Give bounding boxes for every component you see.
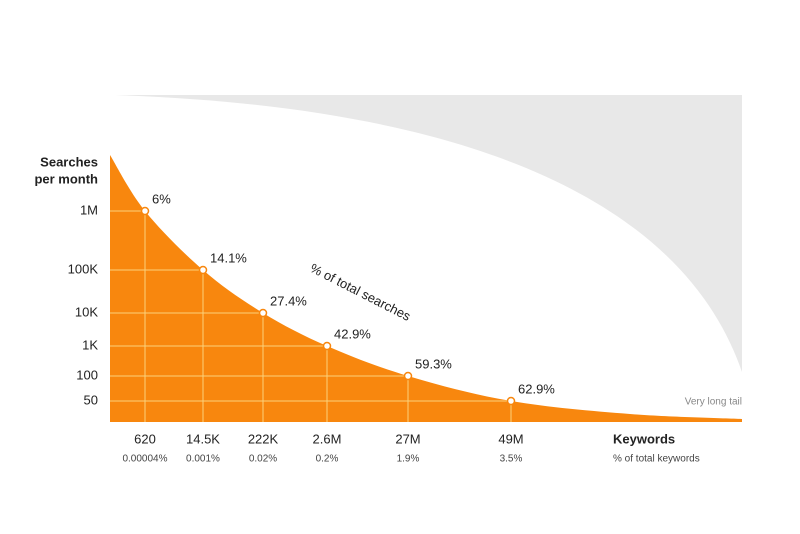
keywords-label: 49M	[498, 431, 523, 446]
background-shape	[115, 95, 742, 372]
point	[403, 371, 413, 381]
y-tick-label: 100K	[68, 261, 99, 276]
y-axis-title: Searches	[40, 154, 98, 169]
y-tick-label: 1M	[80, 202, 98, 217]
point-label: 27.4%	[270, 293, 307, 308]
y-axis-title: per month	[34, 171, 98, 186]
point-label: 6%	[152, 191, 171, 206]
share-label: 3.5%	[500, 454, 523, 465]
x-axis-title: Keywords	[613, 431, 675, 446]
share-label: 0.2%	[316, 454, 339, 465]
tail-area	[110, 155, 742, 422]
keywords-label: 222K	[248, 431, 279, 446]
share-label: 0.001%	[186, 454, 220, 465]
y-tick-label: 10K	[75, 304, 98, 319]
point-label: 62.9%	[518, 381, 555, 396]
share-label: 1.9%	[397, 454, 420, 465]
tail-label: Very long tail	[685, 397, 742, 408]
share-label: 0.02%	[249, 454, 277, 465]
point	[198, 265, 208, 275]
keywords-label: 14.5K	[186, 431, 220, 446]
point	[140, 206, 150, 216]
point-label: 42.9%	[334, 326, 371, 341]
y-tick-label: 100	[76, 367, 98, 382]
y-tick-label: 1K	[82, 337, 98, 352]
curve-label: % of total searches	[308, 260, 414, 324]
y-tick-label: 50	[84, 392, 98, 407]
keywords-label: 2.6M	[313, 431, 342, 446]
point-label: 59.3%	[415, 356, 452, 371]
point-label: 14.1%	[210, 250, 247, 265]
share-label: 0.00004%	[122, 454, 167, 465]
keywords-label: 27M	[395, 431, 420, 446]
point	[322, 341, 332, 351]
point	[506, 396, 516, 406]
keywords-label: 620	[134, 431, 156, 446]
point	[258, 308, 268, 318]
x-axis-subtitle: % of total keywords	[613, 454, 700, 465]
